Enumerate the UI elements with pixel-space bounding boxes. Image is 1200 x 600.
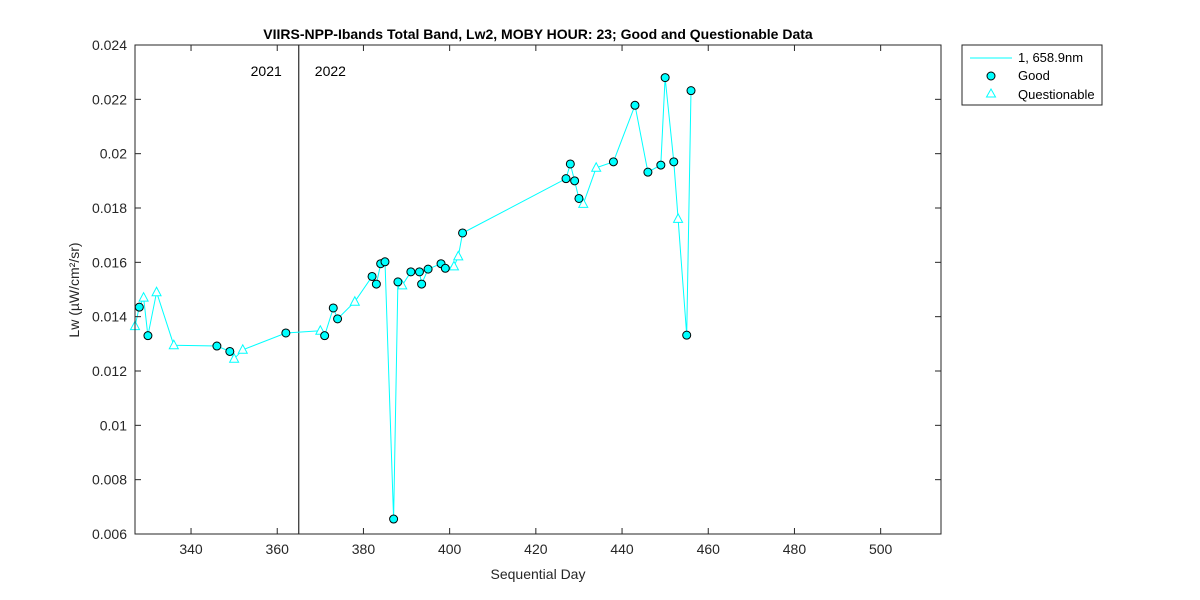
good-point [656,160,666,170]
legend-box [961,44,1103,106]
questionable-point [349,295,361,306]
questionable-point [448,260,460,271]
good-point [686,86,696,96]
good-point [574,193,584,203]
questionable-point [237,343,249,354]
y-tick-label: 0.012 [92,363,127,379]
questionable-point [138,291,149,302]
x-tick-label: 340 [179,541,203,557]
questionable-point [168,339,180,350]
good-point [212,341,222,351]
plot-frame [134,44,942,535]
good-point [406,267,416,277]
x-axis-label: Sequential Day [491,566,586,582]
good-point [561,174,571,184]
good-point [414,267,424,277]
x-tick-label: 400 [438,541,462,557]
y-tick-label: 0.018 [92,200,127,216]
year-label-left: 2021 [251,63,282,79]
y-tick-label: 0.008 [92,472,127,488]
good-point [417,279,427,289]
legend-line-label: 1, 658.9nm [1018,50,1083,65]
good-point [630,100,640,110]
y-tick-label: 0.006 [92,526,127,542]
x-tick-label: 500 [869,541,893,557]
x-tick-label: 360 [266,541,290,557]
chart-marks: 2021 2022 [129,45,696,534]
questionable-point [672,212,684,223]
good-point [225,346,235,356]
good-point [333,314,343,324]
plot-area [135,45,941,534]
questionable-point [151,286,162,297]
questionable-point [577,197,589,208]
y-tick-label: 0.024 [92,37,127,53]
good-point [608,157,618,167]
axis-ticks: 340 360 380 400 420 440 460 480 500 0.006 0.008 0.0… [92,37,941,557]
good-point [565,159,575,169]
year-label-right: 2022 [315,63,346,79]
questionable-point [452,250,464,261]
legend-questionable-label: Questionable [1018,87,1095,102]
good-point [643,167,653,177]
good-point [669,157,679,167]
y-axis-label: Lw (µW/cm²/sr) [66,242,82,337]
good-point [320,331,330,341]
x-tick-label: 460 [697,541,721,557]
x-tick-label: 380 [352,541,376,557]
y-tick-label: 0.016 [92,254,127,270]
y-tick-label: 0.014 [92,309,127,325]
good-point [458,228,468,238]
good-point [423,264,433,274]
good-point [328,303,338,313]
good-point [660,73,670,83]
good-point [143,331,153,341]
y-tick-label: 0.01 [100,417,127,433]
y-tick-label: 0.02 [100,146,127,162]
good-point [281,328,291,338]
good-point [134,302,144,312]
x-tick-label: 480 [783,541,807,557]
y-tick-label: 0.022 [92,91,127,107]
questionable-point [228,352,240,363]
good-point [440,263,450,273]
good-point [380,257,390,267]
x-tick-label: 420 [524,541,548,557]
good-point [389,514,399,524]
legend: 1, 658.9nm Good Questionable [961,44,1103,106]
good-point [682,330,692,340]
x-tick-label: 440 [610,541,634,557]
questionable-point [590,161,602,172]
good-point [393,277,403,287]
good-point [570,176,580,186]
good-point [367,271,377,281]
legend-questionable-marker [985,87,997,98]
legend-good-marker [986,71,996,81]
good-point [371,279,381,289]
legend-good-label: Good [1018,68,1050,83]
chart-title: VIIRS-NPP-Ibands Total Band, Lw2, MOBY H… [263,26,813,42]
